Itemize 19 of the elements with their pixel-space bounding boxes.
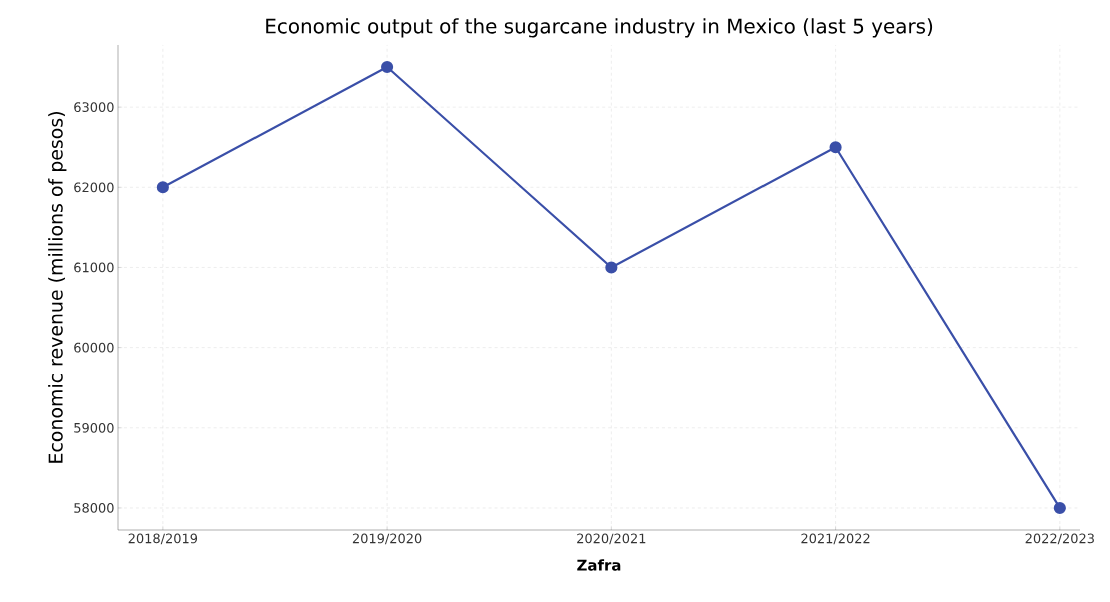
x-tick-label: 2022/2023 <box>1025 533 1094 545</box>
chart-title: Economic output of the sugarcane industry in Mexico (last 5 years) <box>266 18 933 38</box>
y-axis-title: Economic revenue (millions of pesos) <box>48 112 67 463</box>
y-tick-label: 58000 <box>74 503 114 513</box>
point <box>829 141 842 154</box>
point <box>156 181 169 194</box>
y-tick-label: 63000 <box>74 102 114 113</box>
point <box>381 60 394 74</box>
x-tick-label: 2019/2020 <box>352 533 422 545</box>
y-tick-label: 62000 <box>74 182 114 193</box>
y-tick-label: 59000 <box>74 422 114 433</box>
x-tick-label: 2021/2022 <box>801 533 870 545</box>
y-tick-label: 60000 <box>74 342 114 353</box>
point <box>605 261 618 274</box>
x-tick-label: 2020/2021 <box>577 533 646 545</box>
x-axis-title: Zafra <box>577 559 621 571</box>
x-tick-label: 2018/2019 <box>128 533 198 545</box>
y-tick-label: 61000 <box>74 262 114 273</box>
point <box>1053 501 1066 515</box>
